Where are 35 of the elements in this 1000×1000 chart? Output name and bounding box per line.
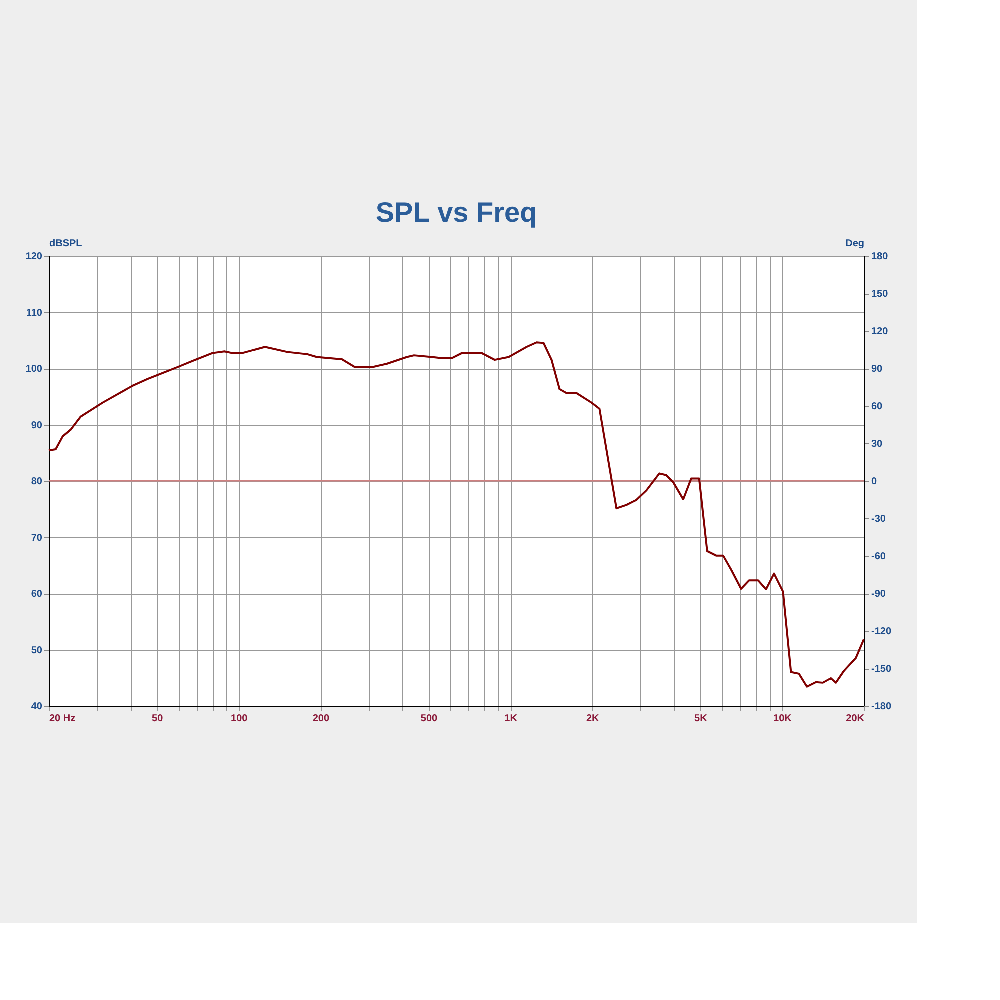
y2-tick-label: -60 [872, 552, 886, 562]
x-tick-label: 1K [504, 714, 518, 724]
y2-tick-label: -150 [872, 664, 892, 675]
x-tick-label: 50 [152, 714, 164, 724]
x-tick-label: 500 [420, 714, 438, 724]
y2-tick-label: -30 [872, 514, 886, 525]
y2-tick-label: 30 [872, 439, 884, 450]
y-tick-label: 70 [31, 532, 43, 544]
y-tick-label: 60 [31, 589, 43, 600]
x-tick-label: 2K [586, 714, 600, 724]
y2-tick-label: 150 [872, 289, 889, 300]
y2-tick-label: 180 [872, 252, 889, 262]
y2-tick-label: 120 [872, 326, 889, 338]
chart-title: SPL vs Freq [376, 197, 538, 228]
y-tick-label: 90 [31, 420, 43, 432]
y-tick-label: 50 [31, 645, 43, 656]
y2-tick-label: -180 [872, 702, 892, 712]
y-tick-label: 110 [26, 308, 43, 319]
y2-tick-label: 60 [872, 402, 884, 412]
y2-axis-title: Deg [846, 238, 864, 250]
y-axis-title: dBSPL [50, 238, 82, 250]
y-tick-label: 100 [26, 364, 43, 375]
y-tick-label: 80 [31, 476, 43, 488]
y2-tick-label: -120 [872, 626, 892, 638]
y-tick-label: 40 [31, 702, 43, 712]
x-tick-label: 200 [312, 714, 330, 724]
x-tick-label: 20 Hz [50, 714, 76, 724]
x-tick-label: 20K [846, 714, 866, 724]
x-tick-label: 5K [694, 714, 708, 724]
x-tick-label: 100 [231, 714, 248, 724]
x-tick-label: 10K [774, 714, 793, 724]
y2-tick-label: -90 [872, 589, 886, 600]
y2-tick-label: 90 [872, 364, 884, 375]
y2-tick-label: 0 [872, 476, 878, 488]
y-tick-label: 120 [26, 252, 43, 262]
